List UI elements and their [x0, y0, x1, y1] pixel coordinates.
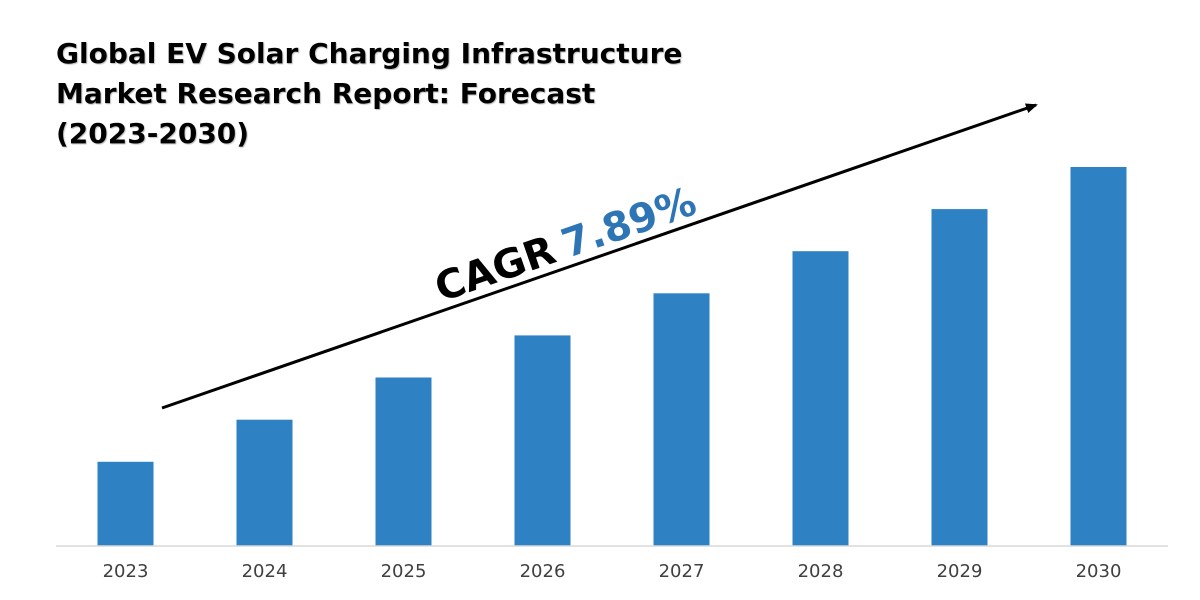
cagr-annotation: CAGR7.89%	[429, 179, 702, 312]
cagr-value: 7.89%	[556, 179, 702, 268]
x-tick-label-2025: 2025	[381, 561, 427, 582]
chart-title: Global EV Solar Charging Infrastructure …	[56, 34, 683, 154]
bars-group	[97, 167, 1127, 546]
x-tick-label-2026: 2026	[520, 561, 566, 582]
title-line-1: Global EV Solar Charging Infrastructure	[56, 37, 683, 70]
x-tick-label-2029: 2029	[937, 561, 983, 582]
x-tick-label-2028: 2028	[798, 561, 844, 582]
bar-2026	[514, 335, 571, 546]
title-line-3: (2023-2030)	[56, 117, 250, 150]
bar-2023	[97, 461, 154, 546]
bar-2030	[1070, 167, 1127, 546]
x-axis-tick-labels: 2023 2024 2025 2026 2027 2028 2029 2030	[103, 561, 1122, 582]
bar-2024	[236, 419, 293, 546]
x-tick-label-2024: 2024	[242, 561, 288, 582]
bar-2025	[375, 377, 432, 546]
bar-2028	[792, 251, 849, 546]
bar-2027	[653, 293, 710, 546]
cagr-label: CAGR	[429, 227, 561, 311]
bar-2029	[931, 209, 988, 546]
title-line-2: Market Research Report: Forecast	[56, 77, 596, 110]
x-tick-label-2027: 2027	[659, 561, 705, 582]
x-tick-label-2030: 2030	[1076, 561, 1122, 582]
x-tick-label-2023: 2023	[103, 561, 149, 582]
trend-arrow	[161, 103, 1038, 410]
